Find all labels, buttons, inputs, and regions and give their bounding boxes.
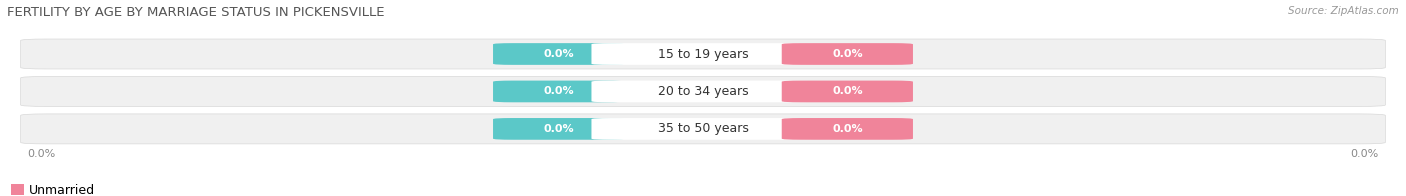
Text: 15 to 19 years: 15 to 19 years — [658, 47, 748, 61]
Text: Source: ZipAtlas.com: Source: ZipAtlas.com — [1288, 6, 1399, 16]
FancyBboxPatch shape — [21, 114, 1385, 144]
Text: 0.0%: 0.0% — [543, 86, 574, 96]
FancyBboxPatch shape — [592, 43, 814, 65]
FancyBboxPatch shape — [782, 81, 912, 102]
FancyBboxPatch shape — [494, 43, 624, 65]
Text: 0.0%: 0.0% — [543, 124, 574, 134]
Text: 0.0%: 0.0% — [832, 86, 863, 96]
FancyBboxPatch shape — [592, 118, 814, 140]
FancyBboxPatch shape — [782, 43, 912, 65]
Text: 0.0%: 0.0% — [27, 149, 55, 159]
FancyBboxPatch shape — [494, 118, 624, 140]
Text: 0.0%: 0.0% — [543, 49, 574, 59]
Text: 35 to 50 years: 35 to 50 years — [658, 122, 748, 135]
FancyBboxPatch shape — [782, 118, 912, 140]
Text: 0.0%: 0.0% — [832, 49, 863, 59]
FancyBboxPatch shape — [21, 39, 1385, 69]
Text: 20 to 34 years: 20 to 34 years — [658, 85, 748, 98]
FancyBboxPatch shape — [592, 81, 814, 102]
Text: 0.0%: 0.0% — [832, 124, 863, 134]
FancyBboxPatch shape — [494, 81, 624, 102]
Text: 0.0%: 0.0% — [1351, 149, 1379, 159]
Legend: Married, Unmarried: Married, Unmarried — [0, 179, 100, 196]
Text: FERTILITY BY AGE BY MARRIAGE STATUS IN PICKENSVILLE: FERTILITY BY AGE BY MARRIAGE STATUS IN P… — [7, 6, 384, 19]
FancyBboxPatch shape — [21, 76, 1385, 106]
